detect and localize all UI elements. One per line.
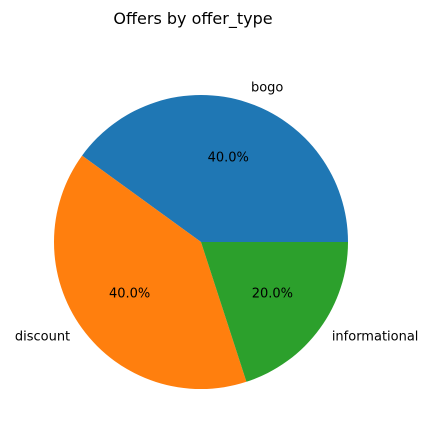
slice-percent-bogo: 40.0%	[208, 151, 249, 166]
slice-percent-discount: 40.0%	[109, 286, 150, 301]
pie-slice-informational	[201, 242, 348, 382]
pie-slice-discount	[53, 155, 247, 390]
slice-percent-informational: 20.0%	[252, 286, 293, 301]
pie-slices	[53, 94, 348, 390]
slice-label-informational: informational	[332, 330, 419, 345]
chart-title: Offers by offer_type	[113, 9, 272, 29]
pie-labels: bogo 40.0% discount 40.0% informational 20.0%	[15, 81, 419, 345]
pie-slice-bogo	[82, 94, 348, 242]
slice-label-discount: discount	[15, 330, 70, 345]
slice-label-bogo: bogo	[251, 81, 283, 96]
